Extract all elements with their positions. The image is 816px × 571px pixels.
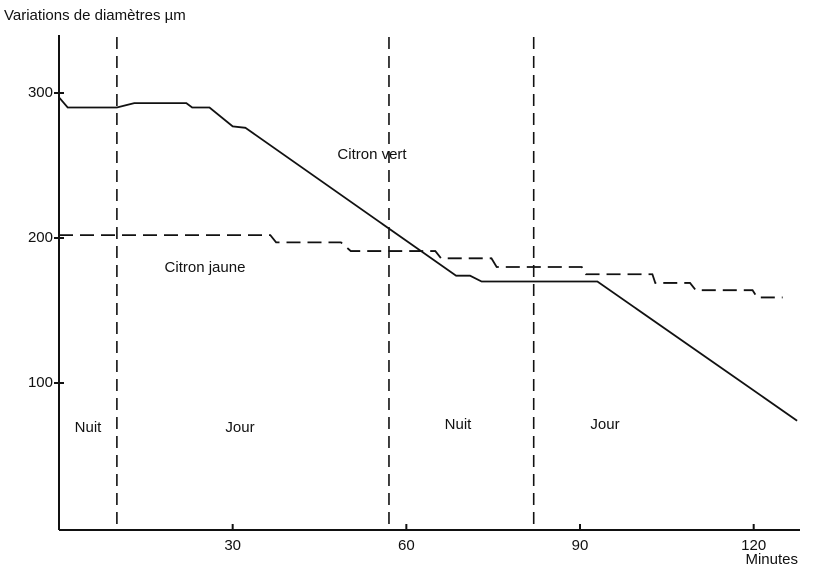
series-label: Citron jaune (165, 259, 246, 276)
series-line (59, 234, 783, 299)
series-line (58, 96, 798, 422)
period-label: Jour (225, 419, 254, 436)
chart-title: Variations de diamètres µm (4, 7, 186, 24)
y-tick-label: 100 (28, 374, 53, 391)
series-label: Citron vert (337, 146, 407, 163)
y-tick-label: 300 (28, 84, 53, 101)
period-label: Nuit (75, 419, 103, 436)
x-tick-label: 30 (224, 537, 241, 554)
x-tick-label: 90 (572, 537, 589, 554)
period-label: Jour (590, 416, 619, 433)
x-tick-label: 120 (741, 537, 766, 554)
x-tick-label: 60 (398, 537, 415, 554)
x-axis-label: Minutes (745, 551, 798, 568)
period-label: Nuit (445, 416, 473, 433)
y-tick-label: 200 (28, 229, 53, 246)
